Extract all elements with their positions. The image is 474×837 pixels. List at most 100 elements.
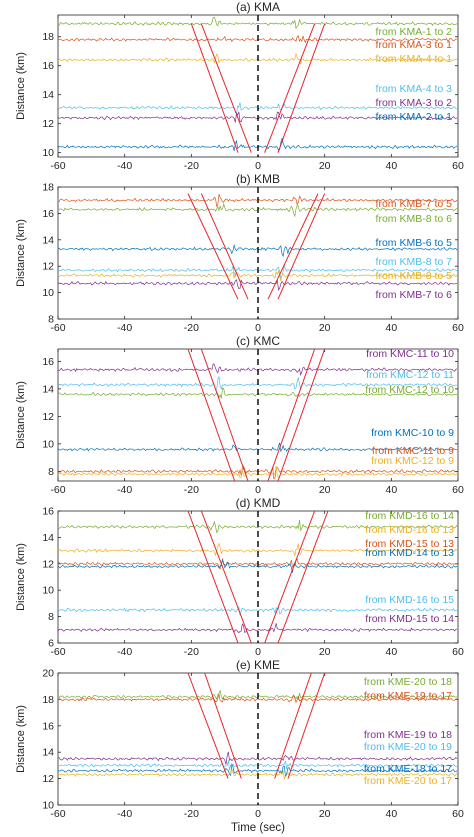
moveout-line [204, 673, 242, 779]
panel-title: (c) KMC [236, 334, 280, 348]
moveout-line [287, 673, 326, 779]
moveout-line [267, 349, 316, 481]
panel-b: (b) KMB Distance (km) -60 -40 -20 0 20 40 60 8 10 1… [15, 172, 464, 334]
x-tick-label: -20 [184, 322, 199, 334]
moveout-line [200, 511, 252, 643]
y-tick-label: 12 [42, 773, 54, 785]
y-tick-label: 14 [42, 747, 54, 759]
moveout-line [200, 349, 249, 481]
series-label-from-kmd-14-to-13: from KMD-14 to 13 [365, 547, 454, 559]
series-label-from-kmd-15-to-14: from KMD-15 to 14 [365, 613, 454, 625]
x-tick-label: 40 [385, 808, 397, 820]
moveout-lines [190, 23, 326, 153]
y-tick-label: 10 [42, 585, 54, 597]
x-tick-label: 20 [319, 484, 331, 496]
series-label-from-kma-1-to-2: from KMA-1 to 2 [376, 26, 453, 38]
x-tick-label: 0 [255, 646, 261, 658]
moveout-line [190, 23, 239, 153]
waveform-from-kmb-8-to-5 [57, 269, 458, 282]
x-tick-label: 0 [255, 484, 261, 496]
moveout-line [277, 23, 326, 153]
y-tick-label: 10 [42, 147, 54, 159]
waveform-from-kma-1-to-2 [57, 16, 458, 30]
moveout-lines [187, 673, 326, 779]
waveform-from-kmd-16-to-14 [57, 519, 458, 534]
waveform-from-kme-18-to-17 [57, 763, 458, 777]
series-label-from-kme-19-to-17: from KME-19 to 17 [364, 690, 452, 702]
x-tick-label: 20 [319, 322, 331, 334]
x-axis-label: Time (sec) [231, 822, 285, 834]
x-tick-label: -40 [117, 808, 132, 820]
series-label-from-kmd-16-to-14: from KMD-16 to 14 [365, 510, 454, 522]
panel-title: (d) KMD [236, 496, 281, 510]
x-tick-label: 0 [255, 808, 261, 820]
series-label-from-kmc-10-to-9: from KMC-10 to 9 [371, 427, 454, 439]
moveout-line [264, 511, 316, 643]
series-label-from-kmb-8-to-6: from KMB-8 to 6 [376, 213, 453, 225]
series-label-from-kme-20-to-17: from KME-20 to 17 [364, 775, 452, 787]
x-tick-label: -60 [50, 808, 65, 820]
series-label-from-kmd-16-to-13: from KMD-16 to 13 [365, 524, 454, 536]
series-label-from-kma-3-to-2: from KMA-3 to 2 [376, 97, 453, 109]
series-label-from-kmc-11-to-9: from KMC-11 to 9 [372, 445, 454, 457]
series-label-from-kma-2-to-1: from KMA-2 to 1 [376, 111, 453, 123]
x-tick-label: 60 [452, 646, 464, 658]
waveform-from-kmd-16-to-15 [57, 606, 458, 616]
y-tick-label: 12 [42, 558, 54, 570]
series-label-from-kmb-7-to-6: from KMB-7 to 6 [376, 289, 453, 301]
panel-title: (b) KMB [236, 172, 280, 186]
x-tick-label: -60 [50, 646, 65, 658]
panel-d: (d) KMD Distance (km) -60 -40 -20 0 20 40 60 6 8 10… [15, 496, 464, 658]
x-tick-label: 60 [452, 484, 464, 496]
moveout-line [187, 193, 239, 300]
x-tick-label: -60 [50, 160, 65, 172]
x-tick-label: 0 [255, 322, 261, 334]
x-tick-label: -40 [117, 160, 132, 172]
y-tick-label: 14 [42, 383, 54, 395]
x-tick-label: 40 [385, 322, 397, 334]
y-tick-label: 18 [42, 182, 54, 194]
series-label-from-kmc-11-to-10: from KMC-11 to 10 [366, 348, 454, 360]
y-tick-label: 10 [42, 287, 54, 299]
series-label-from-kmc-12-to-9: from KMC-12 to 9 [371, 455, 454, 467]
x-tick-label: 20 [319, 808, 331, 820]
waveform-from-kmd-15-to-14 [57, 623, 458, 634]
y-tick-label: 10 [42, 438, 54, 450]
moveout-line [267, 193, 319, 300]
x-tick-label: 60 [452, 322, 464, 334]
y-tick-label: 20 [42, 668, 54, 680]
y-axis-label: Distance (km) [15, 52, 27, 120]
series-label-from-kmd-16-to-15: from KMD-16 to 15 [365, 594, 454, 606]
series-label-from-kmd-15-to-13: from KMD-15 to 13 [365, 538, 454, 550]
y-tick-label: 14 [42, 532, 54, 544]
series-label-from-kme-18-to-17: from KME-18 to 17 [364, 763, 452, 775]
y-tick-label: 8 [48, 466, 54, 478]
y-axis-label: Distance (km) [15, 705, 27, 773]
moveout-line [200, 193, 249, 300]
x-tick-label: -60 [50, 484, 65, 496]
x-tick-label: -20 [184, 808, 199, 820]
moveout-line [187, 673, 229, 779]
series-label-from-kme-20-to-19: from KME-20 to 19 [364, 741, 452, 753]
x-tick-label: 20 [319, 160, 331, 172]
moveout-line [277, 193, 326, 300]
y-axis-label: Distance (km) [15, 543, 27, 611]
panel-title: (a) KMA [236, 0, 280, 14]
series-label-from-kmb-6-to-5: from KMB-6 to 5 [376, 237, 453, 249]
x-tick-label: -40 [117, 646, 132, 658]
series-label-from-kmb-7-to-5: from KMB-7 to 5 [376, 198, 453, 210]
y-tick-label: 10 [42, 800, 54, 812]
y-tick-label: 18 [42, 694, 54, 706]
y-axis-label: Distance (km) [15, 381, 27, 449]
series-label-from-kmb-8-to-5: from KMB-8 to 5 [376, 270, 453, 282]
x-tick-label: 40 [385, 646, 397, 658]
panel-a: (a) KMA Distance (km) -60 -40 -20 0 20 40 60 10 12… [15, 0, 464, 172]
y-axis-label: Distance (km) [15, 219, 27, 287]
y-tick-label: 16 [42, 208, 54, 220]
x-tick-label: 60 [452, 160, 464, 172]
x-tick-label: 0 [255, 160, 261, 172]
y-tick-label: 12 [42, 411, 54, 423]
series-label-from-kme-20-to-18: from KME-20 to 18 [364, 676, 452, 688]
moveout-line [274, 673, 312, 779]
